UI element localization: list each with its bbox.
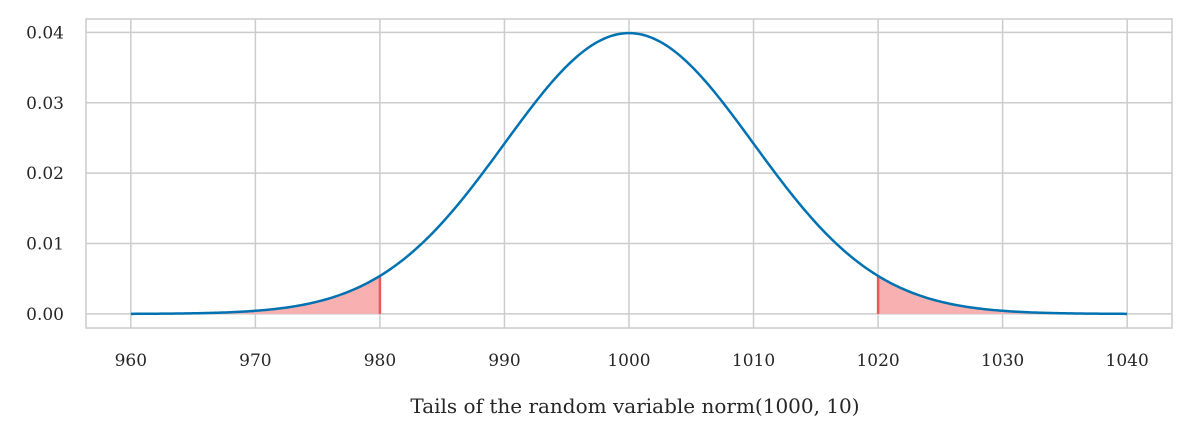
plot-frame <box>85 18 1173 329</box>
shaded-tails <box>130 275 1128 314</box>
density-series <box>130 31 1128 316</box>
x-tick-label: 960 <box>115 351 147 371</box>
x-tick-label: 970 <box>239 351 271 371</box>
x-tick-label: 1010 <box>732 351 775 371</box>
y-tick-label: 0.02 <box>26 164 64 184</box>
y-tick-labels: 0.00 0.01 0.02 0.03 0.04 <box>26 23 64 325</box>
grid <box>86 19 1172 328</box>
x-tick-labels: 960 970 980 990 1000 1010 1020 1030 1040 <box>115 351 1149 371</box>
x-tick-label: 1000 <box>607 351 650 371</box>
x-axis-label: Tails of the random variable norm(1000, … <box>410 394 859 418</box>
density-curve <box>130 31 1128 316</box>
left-tail-area <box>130 275 380 314</box>
x-tick-label: 1020 <box>856 351 899 371</box>
y-tick-label: 0.01 <box>26 235 64 255</box>
x-tick-label: 980 <box>364 351 396 371</box>
x-tick-label: 1040 <box>1106 351 1149 371</box>
y-tick-label: 0.00 <box>26 305 64 325</box>
right-tail-area <box>878 275 1128 314</box>
y-tick-label: 0.04 <box>26 23 64 43</box>
y-tick-label: 0.03 <box>26 94 64 114</box>
x-tick-label: 1030 <box>981 351 1024 371</box>
x-tick-label: 990 <box>488 351 520 371</box>
